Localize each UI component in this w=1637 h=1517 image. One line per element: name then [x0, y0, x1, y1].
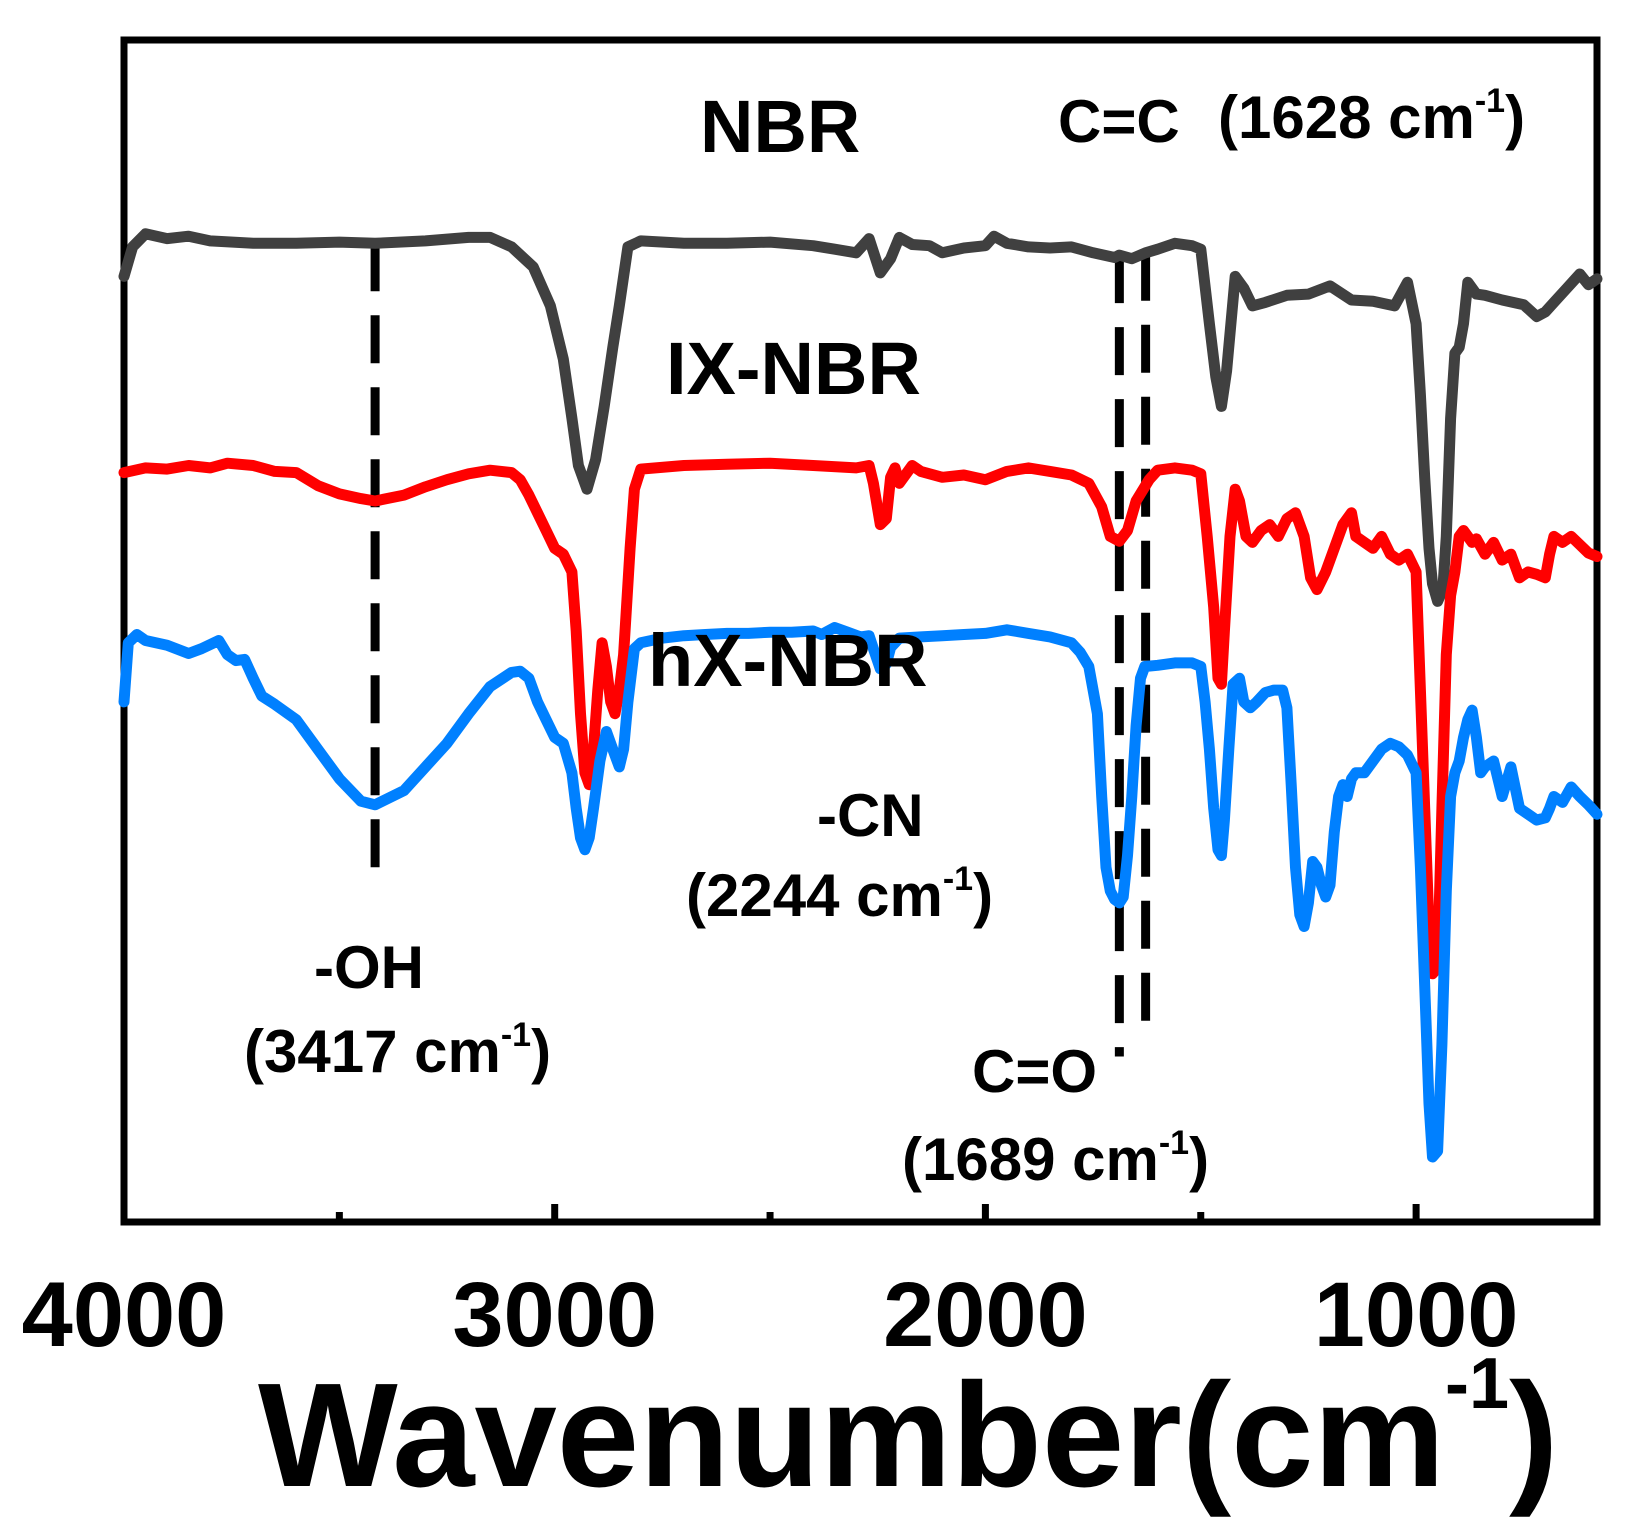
x-axis-title: Wavenumber(cm-1): [258, 1344, 1558, 1517]
x-tick-label-3000: 3000: [452, 1264, 657, 1366]
series-line-hx-nbr: [118, 622, 1603, 1163]
annotation-co-label: C=O: [972, 1038, 1097, 1105]
series-label-hx-nbr: hX-NBR: [648, 619, 928, 702]
reference-lines: [370, 243, 1151, 1057]
x-tick-label-1000: 1000: [1314, 1264, 1519, 1366]
spectra-series: [118, 228, 1603, 1163]
annotation-cc-label: C=C: [1058, 88, 1180, 155]
annotation-co-wavenumber: (1689 cm-1): [902, 1124, 1209, 1193]
series-label-ix-nbr: IX-NBR: [666, 327, 921, 410]
series-line-ix-nbr: [118, 457, 1603, 980]
annotation-cc-wavenumber: (1628 cm-1): [1218, 82, 1525, 151]
x-tick-label-2000: 2000: [883, 1264, 1088, 1366]
annotation-cn-wavenumber: (2244 cm-1): [686, 860, 993, 929]
x-tick-labels: 4000 3000 2000 1000: [22, 1264, 1519, 1366]
annotation-oh-label: -OH: [314, 934, 424, 1001]
x-ticks: [120, 1204, 1420, 1222]
x-tick-label-4000: 4000: [22, 1264, 227, 1366]
plot-frame: [120, 36, 1601, 1226]
annotation-oh-wavenumber: (3417 cm-1): [244, 1016, 551, 1085]
series-label-nbr: NBR: [700, 85, 860, 168]
series-line-nbr: [118, 228, 1603, 607]
annotation-cn-label: -CN: [817, 782, 924, 849]
